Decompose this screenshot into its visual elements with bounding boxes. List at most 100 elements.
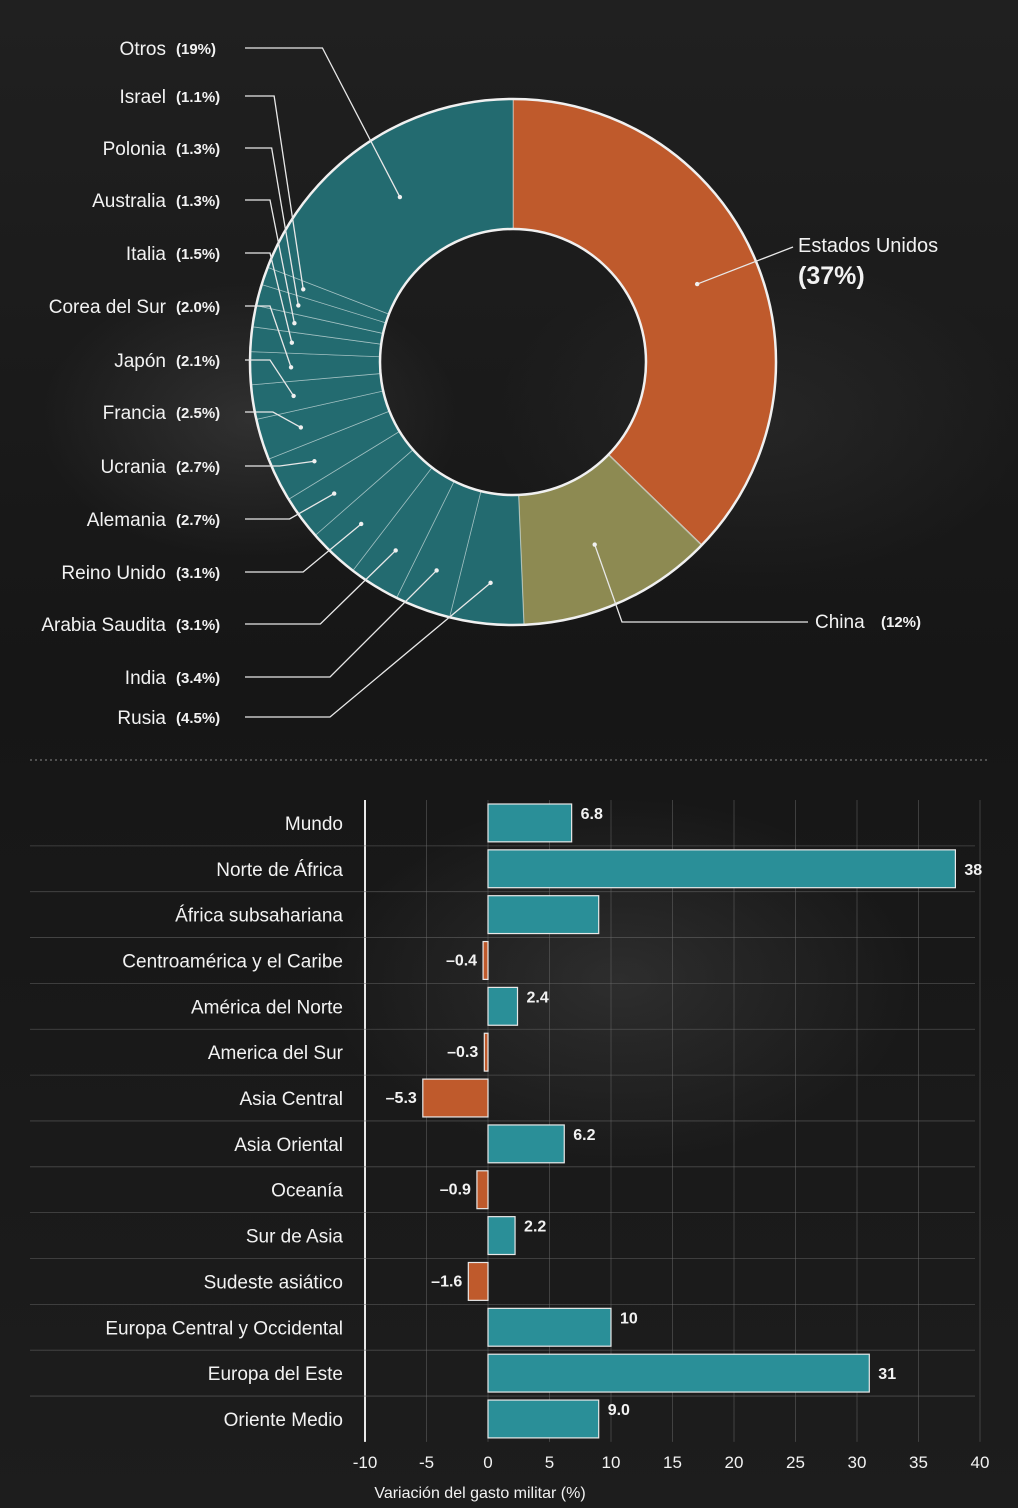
category-label-oriente-medio: Oriente Medio <box>224 1410 343 1431</box>
category-label-africa-subsahariana: África subsahariana <box>175 906 343 927</box>
bar-europa-del-este <box>487 1353 870 1393</box>
category-label-sur-de-asia: Sur de Asia <box>246 1227 344 1248</box>
leader-line-china <box>594 544 808 623</box>
donut-label-polonia: Polonia <box>103 139 167 160</box>
leader-dot-japon <box>291 393 296 399</box>
donut-label-italia: Italia <box>126 244 167 265</box>
leader-line-ucrania <box>245 460 315 467</box>
donut-outer-ring <box>248 97 778 627</box>
donut-slice-estados-unidos <box>512 98 777 547</box>
leader-dot-arabia-saudita <box>393 548 398 553</box>
value-label-europa-del-este: 31 <box>878 1366 896 1383</box>
x-tick-label: 30 <box>848 1453 867 1472</box>
leader-dot-corea-del-sur <box>288 365 294 370</box>
leader-line-polonia <box>245 147 299 306</box>
bar-sudeste-asiatico <box>467 1261 489 1301</box>
bar-asia-oriental <box>487 1124 565 1164</box>
leader-dot-francia <box>298 425 304 430</box>
leader-dot-polonia <box>296 303 301 308</box>
donut-pct-india: (3.4%) <box>176 670 220 687</box>
donut-pct-arabia-saudita: (3.1%) <box>176 617 220 634</box>
x-tick-label: 40 <box>971 1453 990 1472</box>
category-label-america-del-norte: América del Norte <box>191 997 343 1018</box>
leader-dot-alemania <box>331 491 337 496</box>
category-label-norte-de-africa: Norte de África <box>216 860 343 881</box>
bar-oceania <box>476 1170 489 1210</box>
donut-pct-japon: (2.1%) <box>176 353 220 370</box>
category-label-america-del-sur: America del Sur <box>208 1043 344 1064</box>
donut-pct-israel: (1.1%) <box>176 89 220 106</box>
value-label-centroamerica-y-el-caribe: –0.4 <box>446 952 477 969</box>
donut-label-corea-del-sur: Corea del Sur <box>49 297 167 318</box>
leader-dot-estados-unidos <box>694 281 700 287</box>
x-tick-label: 25 <box>786 1453 805 1472</box>
value-label-america-del-sur: –0.3 <box>447 1044 478 1061</box>
bar-norte-de-africa <box>487 849 956 889</box>
leader-dot-india <box>434 568 439 573</box>
bar-america-del-norte <box>487 986 519 1026</box>
x-tick-label: 20 <box>725 1453 744 1472</box>
bar-chart: -10 -5 0 5 10 15 20 25 30 35 40 Variación del gasto… <box>30 800 989 1502</box>
value-label-asia-central: –5.3 <box>386 1090 417 1107</box>
donut-label-rusia: Rusia <box>117 708 166 729</box>
donut-pct-alemania: (2.7%) <box>176 512 220 529</box>
donut-pct-china: (12%) <box>881 614 921 631</box>
donut-label-japon: Japón <box>114 351 166 372</box>
donut-label-australia: Australia <box>92 191 166 212</box>
donut-label-arabia-saudita: Arabia Saudita <box>41 615 166 636</box>
value-label-america-del-norte: 2.4 <box>527 989 549 1006</box>
value-label-mundo: 6.8 <box>581 806 603 823</box>
donut-label-china: China <box>815 612 865 633</box>
leader-dot-italia <box>289 340 295 345</box>
bar-sur-de-asia <box>487 1216 516 1256</box>
value-label-sur-de-asia: 2.2 <box>524 1219 546 1236</box>
leader-line-alemania <box>245 493 335 520</box>
donut-inner-ring <box>378 227 648 497</box>
donut-pct-italia: (1.5%) <box>176 246 220 263</box>
x-tick-label: 5 <box>545 1453 554 1472</box>
donut-pct-reino-unido: (3.1%) <box>176 565 220 582</box>
x-axis-title: Variación del gasto militar (%) <box>374 1485 585 1502</box>
donut-label-francia: Francia <box>103 403 167 424</box>
donut-pct-australia: (1.3%) <box>176 193 220 210</box>
leader-line-corea-del-sur <box>245 305 292 368</box>
leader-dot-australia <box>292 321 297 326</box>
donut-pct-corea-del-sur: (2.0%) <box>176 299 220 316</box>
value-label-europa-central-y-occidental: 10 <box>620 1310 638 1327</box>
bar-mundo <box>487 803 573 843</box>
bar-centroamerica-y-el-caribe <box>482 940 489 980</box>
x-tick-label: 15 <box>663 1453 682 1472</box>
category-label-sudeste-asiatico: Sudeste asiático <box>204 1272 343 1293</box>
bar-asia-central <box>422 1078 489 1118</box>
leader-line-francia <box>245 411 302 428</box>
leader-line-india <box>245 569 438 678</box>
value-label-oceania: –0.9 <box>440 1182 471 1199</box>
leader-dot-reino-unido <box>358 521 364 527</box>
value-label-oriente-medio: 9.0 <box>608 1402 630 1419</box>
category-label-oceania: Oceanía <box>271 1181 343 1202</box>
value-label-sudeste-asiatico: –1.6 <box>431 1273 462 1290</box>
leader-line-reino-unido <box>245 523 362 573</box>
leader-dot-ucrania <box>312 459 317 464</box>
leader-dot-israel <box>301 287 306 292</box>
donut-label-india: India <box>125 668 167 689</box>
x-tick-label: -10 <box>353 1453 378 1472</box>
leader-dot-china <box>592 542 597 547</box>
category-label-asia-oriental: Asia Oriental <box>234 1135 343 1156</box>
bar-europa-central-y-occidental <box>487 1307 612 1347</box>
leader-line-estados-unidos <box>696 246 794 285</box>
donut-label-otros: Otros <box>120 39 166 60</box>
donut-pct-otros: (19%) <box>176 41 216 58</box>
category-label-centroamerica-y-el-caribe: Centroamérica y el Caribe <box>122 951 343 972</box>
donut-label-reino-unido: Reino Unido <box>61 563 166 584</box>
donut-chart: Otros (19%) Israel (1.1%) Polonia (1.3%) Austr… <box>41 39 938 729</box>
donut-slice-otros <box>267 98 514 315</box>
donut-label-ucrania: Ucrania <box>101 457 167 478</box>
x-tick-label: 10 <box>602 1453 621 1472</box>
bar-africa-subsahariana <box>487 895 600 935</box>
leader-line-otros <box>245 47 401 198</box>
category-label-mundo: Mundo <box>285 814 343 835</box>
